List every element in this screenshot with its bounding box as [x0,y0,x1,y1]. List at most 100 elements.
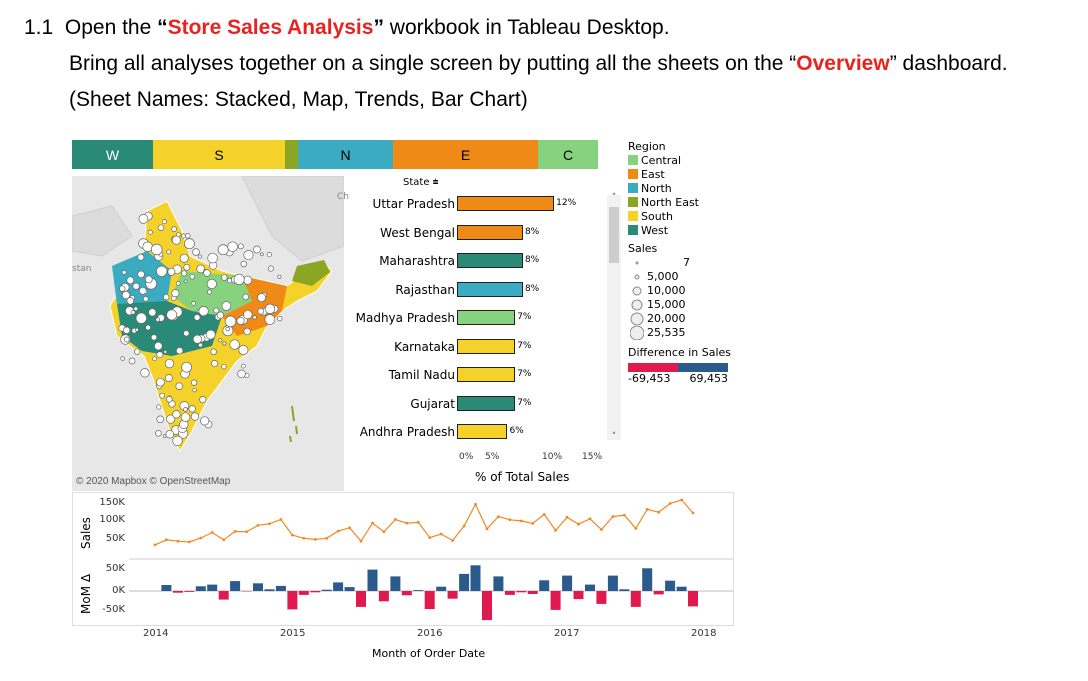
map-sales-circle[interactable] [221,274,228,281]
region-segment-east[interactable]: E [393,140,538,169]
sales-point[interactable] [634,527,638,530]
map-sales-circle[interactable] [183,238,195,250]
map-sales-circle[interactable] [175,382,183,390]
map-sales-circle[interactable] [224,315,237,328]
map-sales-circle[interactable] [260,252,264,257]
map-sales-circle[interactable] [257,307,265,315]
legend-region-item[interactable]: South [628,210,731,224]
map-sales-circle[interactable] [225,326,230,332]
map-sales-circle[interactable] [243,327,251,336]
sales-point[interactable] [359,539,363,543]
state-header[interactable]: State ⩧ [403,177,439,188]
map-sales-circle[interactable] [134,327,139,332]
map-sales-circle[interactable] [203,269,211,277]
sales-point[interactable] [371,521,374,525]
mom-bar[interactable] [184,591,195,592]
state-bar[interactable] [457,367,516,382]
mom-bar[interactable] [688,591,698,607]
mom-bar[interactable] [298,591,309,595]
sales-point[interactable] [382,530,386,534]
map-sales-circle[interactable] [161,219,167,225]
map-sales-circle[interactable] [123,336,130,343]
map-sales-circle[interactable] [164,358,175,369]
map-sales-circle[interactable] [253,245,261,254]
map-sales-circle[interactable] [185,233,191,239]
sales-point[interactable] [519,519,523,523]
sales-point[interactable] [176,539,180,543]
sales-point[interactable] [291,533,294,537]
map-sales-circle[interactable] [198,306,209,317]
state-label[interactable]: Andhra Pradesh [359,425,455,439]
map-sales-circle[interactable] [197,254,203,259]
map-sales-circle[interactable] [121,290,131,300]
map-sales-circle[interactable] [167,267,176,276]
map-sales-circle[interactable] [217,244,229,256]
chevron-down-icon[interactable]: ˅ [611,432,617,442]
mom-bar[interactable] [516,591,527,593]
chevron-up-icon[interactable]: ˄ [611,193,617,203]
map-sales-circle[interactable] [126,276,135,285]
map-sales-circle[interactable] [155,430,162,437]
sales-point[interactable] [313,538,317,541]
map-sales-circle[interactable] [134,348,141,355]
sales-point[interactable] [474,502,477,506]
map-sales-circle[interactable] [243,275,253,285]
map-sales-circle[interactable] [192,248,200,256]
sales-point[interactable] [611,515,615,518]
map-sales-circle[interactable] [140,368,150,378]
sales-point[interactable] [187,540,191,544]
map-sales-circle[interactable] [142,296,149,302]
mom-bar[interactable] [550,591,561,610]
map-sales-circle[interactable] [171,235,181,245]
map-sales-circle[interactable] [198,342,203,348]
region-segment-north-east[interactable] [285,140,298,169]
map-sales-circle[interactable] [175,347,184,355]
map-sales-circle[interactable] [121,270,127,275]
mom-bar[interactable] [367,569,378,591]
map-sales-circle[interactable] [189,273,196,280]
map-sales-circle[interactable] [183,279,188,284]
map-sales-circle[interactable] [133,306,139,312]
mom-bar[interactable] [356,591,366,607]
sales-point[interactable] [668,502,672,505]
map-sales-circle[interactable] [181,270,188,277]
mom-bar[interactable] [230,581,241,591]
map-sales-circle[interactable] [156,265,168,277]
legend-region-item[interactable]: Central [628,154,731,168]
map-sales-circle[interactable] [166,309,178,321]
sales-point[interactable] [680,498,683,502]
map-sales-circle[interactable] [171,226,177,232]
region-segment-north[interactable]: N [298,140,393,169]
map-sales-circle[interactable] [199,396,207,404]
state-label[interactable]: Rajasthan [395,282,455,297]
mom-bar[interactable] [573,591,584,600]
map-sales-circle[interactable] [156,404,162,410]
map-sales-circle[interactable] [238,345,249,355]
map-sales-circle[interactable] [226,278,233,284]
mom-bar[interactable] [161,585,172,591]
mom-bar[interactable] [172,591,183,593]
map-sales-circle[interactable] [207,289,212,295]
state-bar-chart[interactable]: State ⩧ Ch Uttar Pradesh 12% West Bengal 8%… [337,170,610,490]
mom-bar[interactable] [218,591,229,600]
sales-point[interactable] [451,539,454,542]
map-sales-circle[interactable] [206,278,217,289]
map-sales-circle[interactable] [190,412,200,421]
map-sales-circle[interactable] [188,405,196,413]
mom-bar[interactable] [390,576,401,591]
map-sales-circle[interactable] [122,326,131,334]
bar-scrollbar[interactable]: ˄ ˅ [607,193,621,442]
sales-point[interactable] [485,527,489,531]
map-sales-circle[interactable] [200,416,210,426]
map-sales-circle[interactable] [119,285,126,292]
state-bar[interactable] [457,281,523,297]
mom-bar[interactable] [619,589,630,591]
sales-point[interactable] [588,517,592,521]
map-sales-circle[interactable] [166,249,172,255]
mom-bar[interactable] [424,591,435,609]
map-sales-circle[interactable] [145,324,151,331]
sales-point[interactable] [542,513,546,516]
sales-point[interactable] [222,538,226,542]
map-sales-circle[interactable] [183,407,188,412]
mom-bar[interactable] [401,591,412,596]
